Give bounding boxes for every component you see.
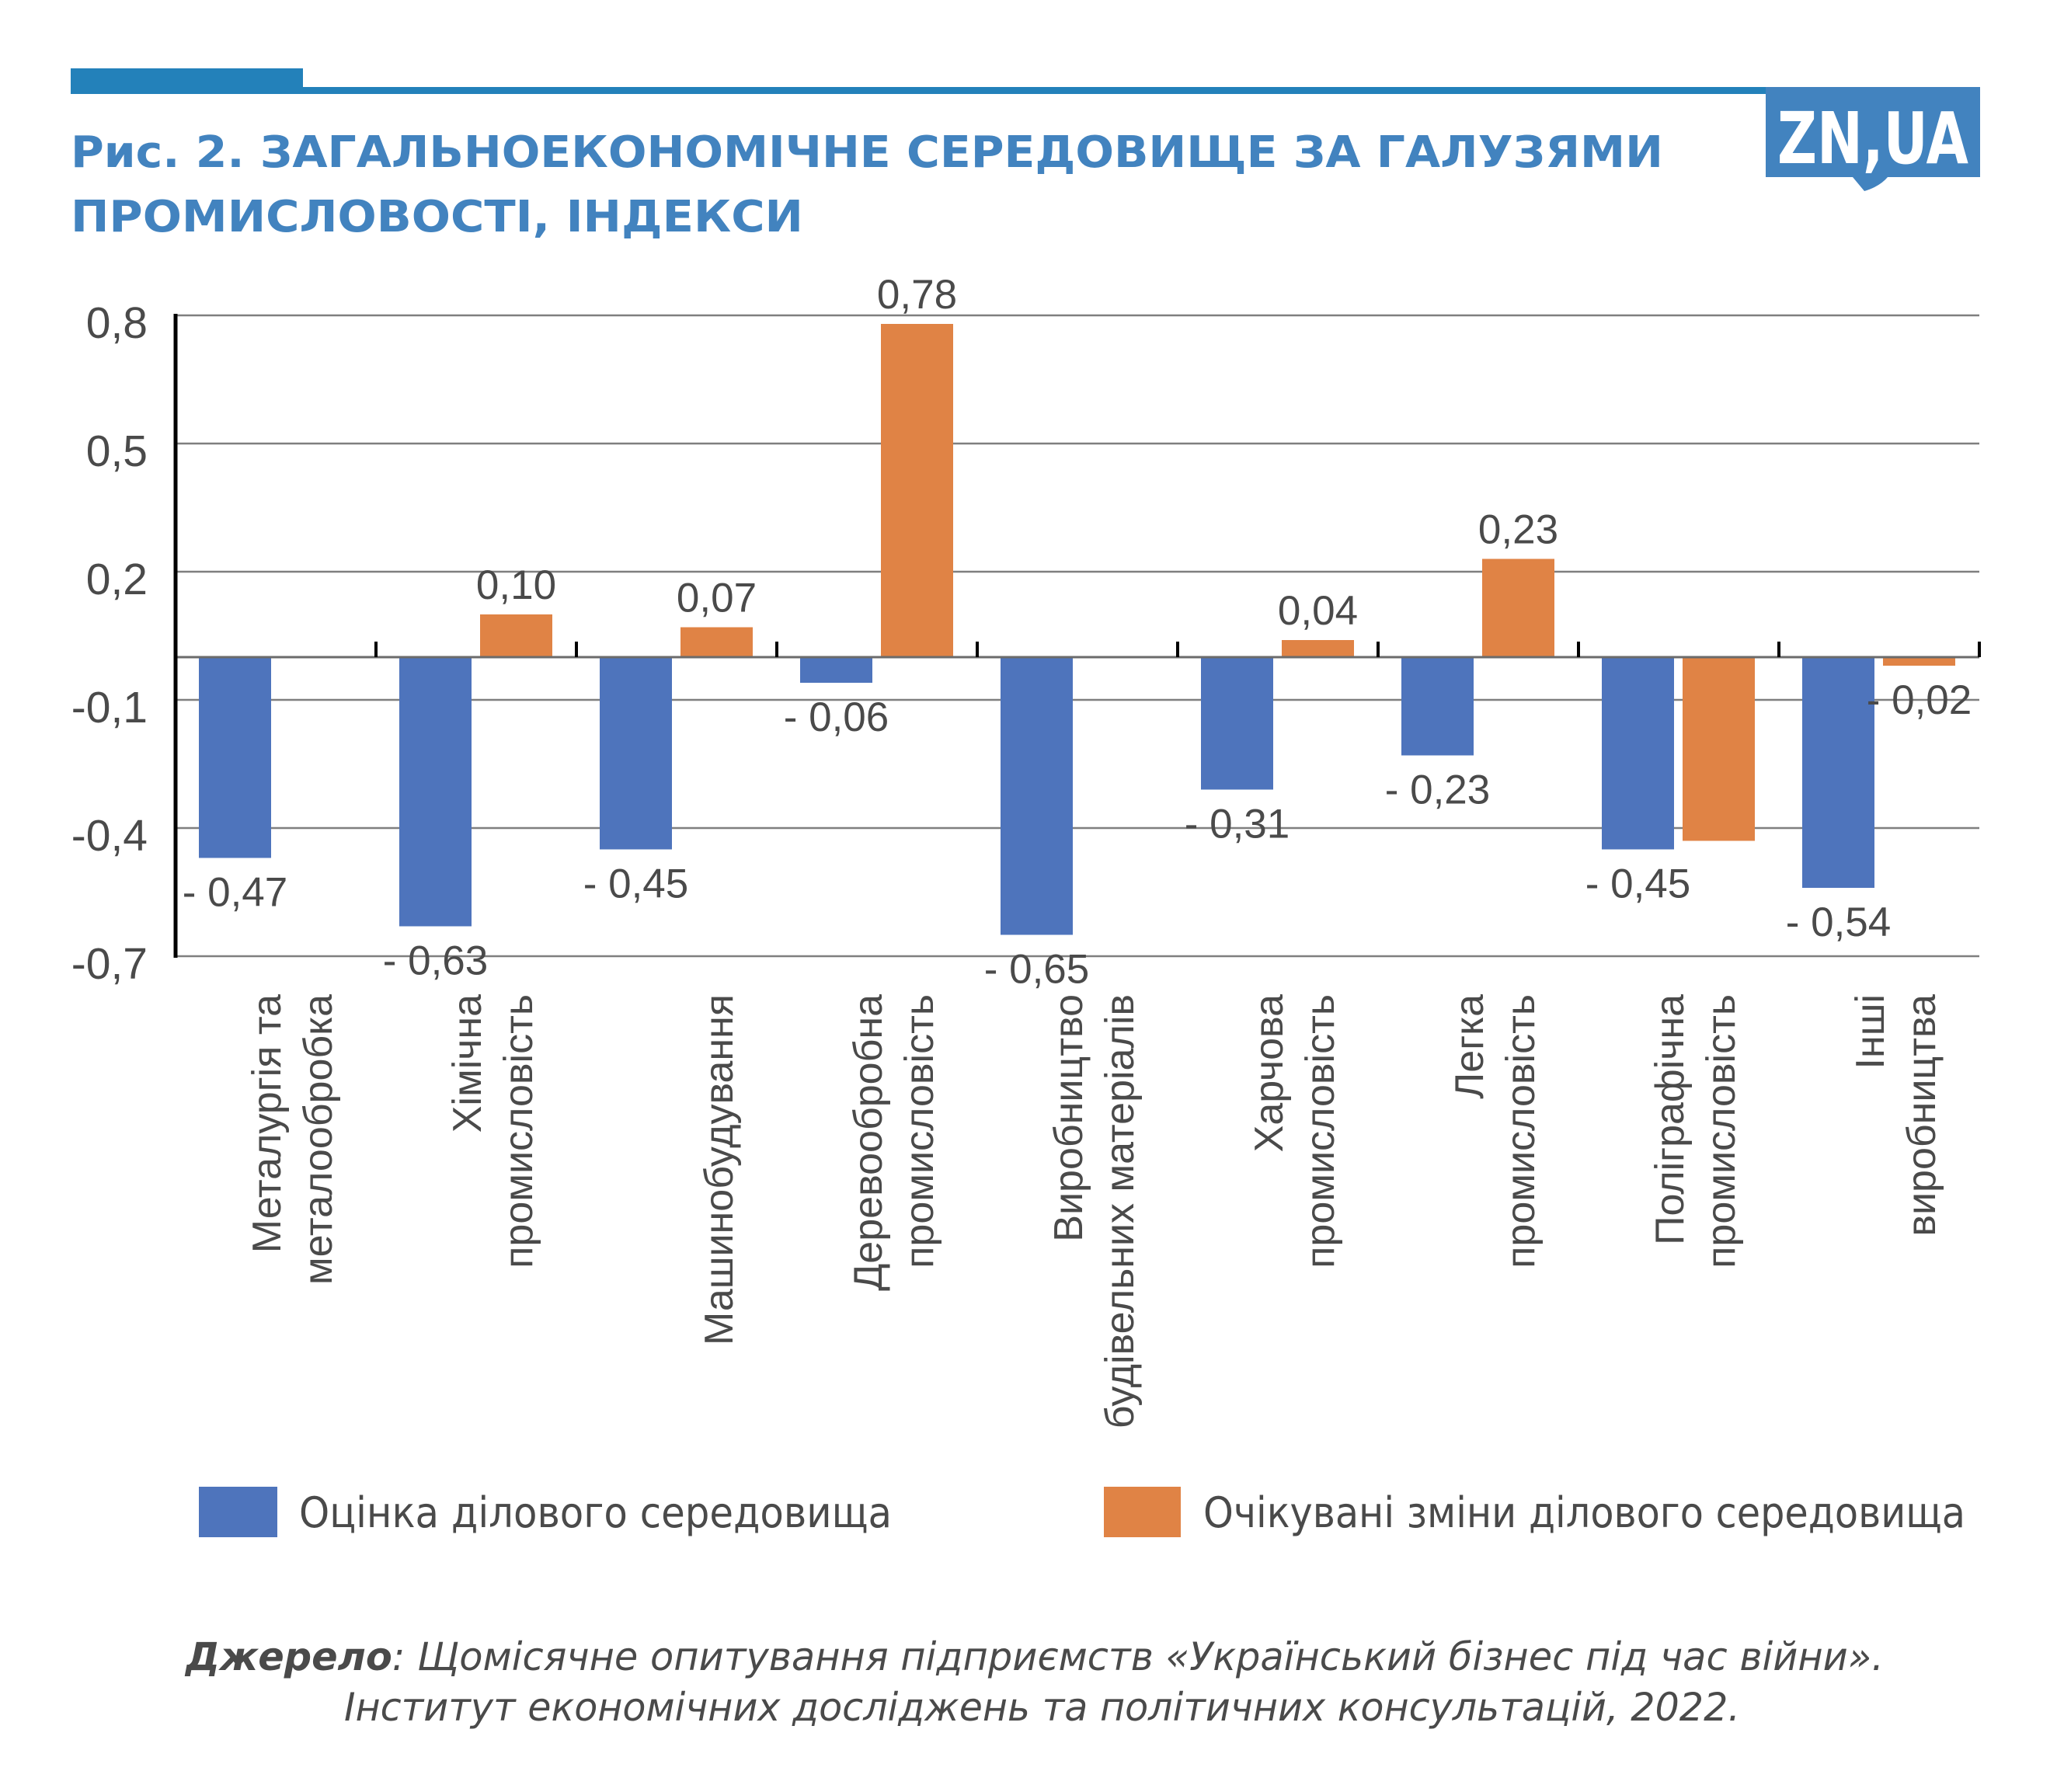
y-tick-label: 0,5 <box>86 426 148 476</box>
source-label: Джерело <box>184 1634 392 1679</box>
category-label: Поліграфічна <box>1648 994 1693 1245</box>
category-label: Виробництво <box>1046 994 1091 1242</box>
gridlines <box>176 314 1979 958</box>
legend-swatch-expected <box>1104 1487 1181 1537</box>
category-label: Легка <box>1447 994 1492 1099</box>
category-label: Машинобудування <box>697 994 742 1345</box>
legend-item-expected[interactable]: Очікувані зміни ділового середовища <box>1104 1487 1965 1537</box>
y-tick-label: -0,1 <box>71 683 148 732</box>
header-rule <box>71 87 1980 94</box>
data-label-assessment: - 0,63 <box>383 938 489 984</box>
data-label-assessment: - 0,23 <box>1385 767 1491 813</box>
source-text: : Щомісячне опитування підприємств «Укра… <box>392 1634 1884 1679</box>
legend-swatch-assessment <box>199 1487 277 1537</box>
bar-assessment <box>1802 657 1874 888</box>
legend-label-assessment: Оцінка ділового середовища <box>299 1488 892 1537</box>
category-label: промисловість <box>496 994 541 1268</box>
category-label: промисловість <box>897 994 942 1268</box>
bar-assessment <box>600 657 672 850</box>
chart-title-line2: ПРОМИСЛОВОСТІ, ІНДЕКСИ <box>71 192 803 242</box>
y-tick-label: -0,7 <box>71 939 148 989</box>
category-label: виробництва <box>1899 994 1944 1237</box>
y-axis-tick-labels: 0,8 0,5 0,2 -0,1 -0,4 -0,7 <box>71 298 148 989</box>
bar-expected <box>480 614 552 657</box>
data-label-expected: 0,10 <box>476 562 556 608</box>
y-tick-label: 0,8 <box>86 298 148 348</box>
zn-ua-logo: ZN,UA <box>1766 87 1980 191</box>
data-label-expected: 0,07 <box>677 576 757 621</box>
bars <box>199 324 1955 935</box>
category-label: промисловість <box>1699 994 1744 1268</box>
data-labels: - 0,47 - 0,63 - 0,45 - 0,06 - 0,65 - 0,31 - 0,… <box>183 272 1972 993</box>
bar-assessment <box>399 657 472 927</box>
bar-assessment <box>1201 657 1273 790</box>
data-label-assessment: - 0,31 <box>1185 802 1290 847</box>
legend-label-expected: Очікувані зміни ділового середовища <box>1203 1488 1965 1537</box>
data-label-expected: - 0,02 <box>1867 677 1972 723</box>
bar-assessment <box>1401 657 1474 756</box>
bar-expected <box>680 627 753 657</box>
data-label-assessment: - 0,45 <box>1585 861 1691 907</box>
data-label-expected: 0,78 <box>877 272 957 318</box>
legend: Оцінка ділового середовища Очікувані змі… <box>199 1487 1965 1537</box>
data-label-expected: 0,23 <box>1478 507 1558 553</box>
category-label: будівельних матеріалів <box>1098 994 1143 1428</box>
bar-expected <box>1282 640 1354 657</box>
data-label-assessment: - 0,45 <box>583 861 689 907</box>
chart-title-line1: Рис. 2. ЗАГАЛЬНОЕКОНОМІЧНЕ СЕРЕДОВИЩЕ ЗА… <box>71 127 1663 178</box>
category-label: промисловість <box>1498 994 1544 1268</box>
data-label-assessment: - 0,47 <box>183 870 288 916</box>
data-label-expected: 0,04 <box>1278 588 1358 634</box>
category-label: Металургія та <box>245 994 290 1253</box>
category-label: Харчова <box>1247 994 1292 1152</box>
category-label: промисловість <box>1298 994 1343 1268</box>
bar-expected <box>1482 558 1554 657</box>
source-line2: Інститут економічних досліджень та політ… <box>344 1685 1740 1730</box>
bar-expected <box>1683 657 1755 841</box>
axes <box>173 314 1981 958</box>
bar-assessment <box>199 657 271 858</box>
logo-text: ZN,UA <box>1777 97 1968 180</box>
data-label-assessment: - 0,65 <box>984 947 1090 993</box>
source-line1: Джерело: Щомісячне опитування підприємст… <box>184 1634 1884 1679</box>
category-label: металообробка <box>296 994 341 1285</box>
data-label-assessment: - 0,06 <box>784 694 889 740</box>
category-label: Деревообробна <box>846 994 891 1291</box>
bar-assessment <box>1001 657 1073 935</box>
logo-badge <box>1766 87 1980 191</box>
y-tick-label: 0,2 <box>86 555 148 604</box>
data-label-assessment: - 0,54 <box>1786 899 1892 945</box>
bar-expected <box>1883 657 1955 666</box>
category-label: Хімічна <box>445 994 490 1133</box>
y-tick-label: -0,4 <box>71 811 148 861</box>
bar-expected <box>881 324 953 657</box>
legend-item-assessment[interactable]: Оцінка ділового середовища <box>199 1487 892 1537</box>
bar-assessment <box>1602 657 1674 850</box>
bar-assessment <box>800 657 872 683</box>
x-axis-category-labels: Металургія та металообробка Хімічна промисл… <box>245 994 1944 1428</box>
category-label: Інші <box>1848 994 1893 1069</box>
